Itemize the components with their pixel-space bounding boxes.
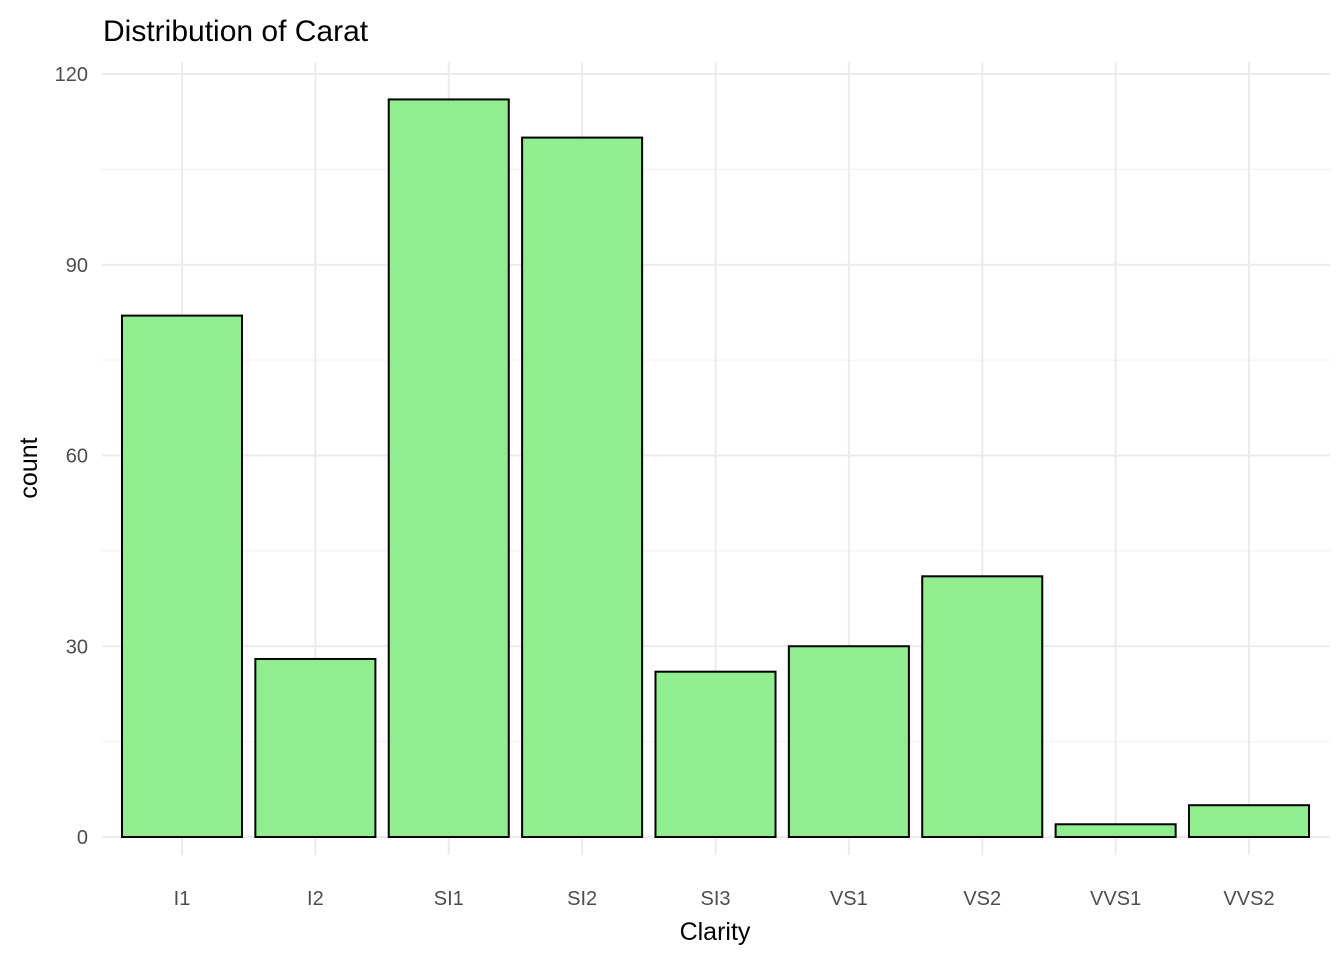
x-tick-label: VS1 xyxy=(830,888,868,910)
bar-si3 xyxy=(654,670,777,839)
y-tick-label: 90 xyxy=(66,255,88,277)
x-tick-labels: I1 I2 SI1 SI2 SI3 VS1 VS2 VVS1 VVS2 xyxy=(174,888,1275,910)
y-tick-label: 120 xyxy=(55,64,88,86)
x-axis-title: Clarity xyxy=(680,918,751,946)
bar-vvs1 xyxy=(1054,823,1177,838)
x-tick-label: SI1 xyxy=(434,888,464,910)
x-tick-label: I2 xyxy=(307,888,324,910)
x-tick-label: I1 xyxy=(174,888,191,910)
bar-vvs2 xyxy=(1187,804,1311,838)
x-tick-label: SI2 xyxy=(567,888,597,910)
bar-si1 xyxy=(387,98,510,838)
x-tick-label: SI3 xyxy=(700,888,730,910)
bar-vs2 xyxy=(921,575,1044,839)
bar-i1 xyxy=(120,314,244,839)
bar-si2 xyxy=(521,136,644,839)
bar-i2 xyxy=(254,657,377,839)
chart-title: Distribution of Carat xyxy=(103,15,369,48)
y-axis-title: count xyxy=(15,437,43,498)
x-tick-label: VS2 xyxy=(963,888,1001,910)
y-tick-label: 0 xyxy=(77,827,88,849)
bars xyxy=(120,98,1311,839)
y-tick-labels: 0 30 60 90 120 xyxy=(55,64,88,849)
y-tick-label: 30 xyxy=(66,636,88,658)
y-tick-label: 60 xyxy=(66,446,88,468)
bar-vs1 xyxy=(787,645,910,838)
x-tick-label: VVS2 xyxy=(1223,888,1274,910)
x-tick-label: VVS1 xyxy=(1090,888,1141,910)
